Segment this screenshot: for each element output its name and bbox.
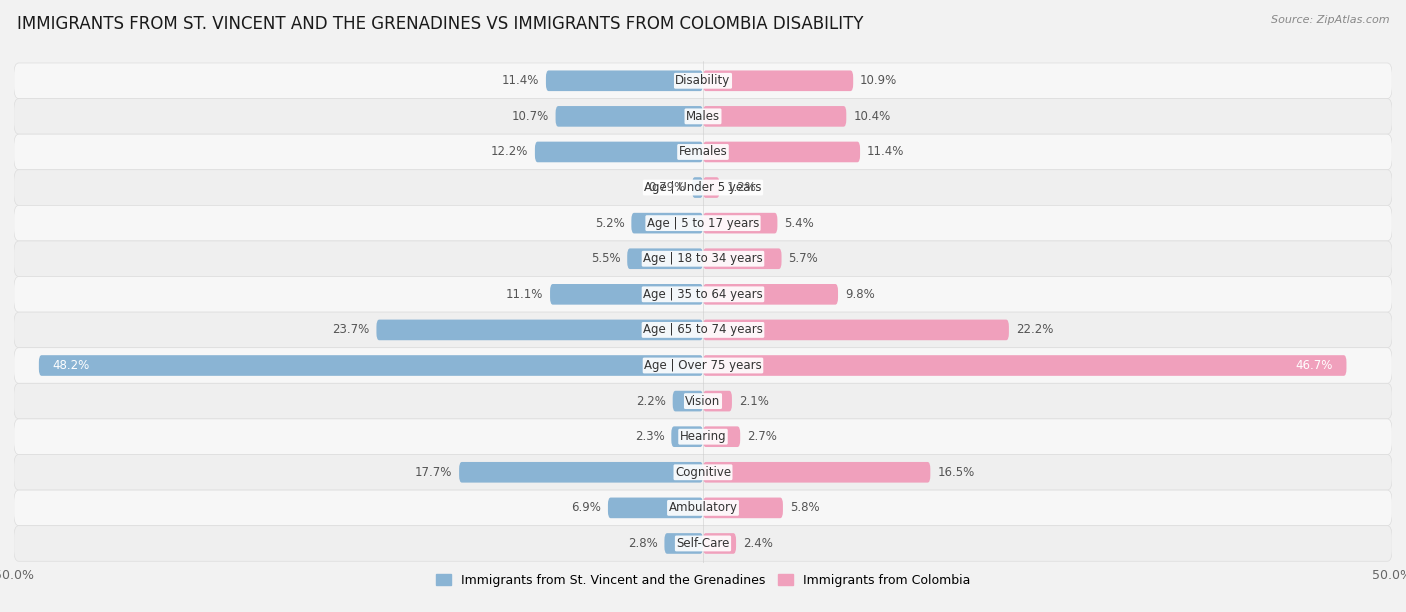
Text: 9.8%: 9.8% <box>845 288 875 301</box>
FancyBboxPatch shape <box>692 177 703 198</box>
FancyBboxPatch shape <box>14 348 1392 383</box>
FancyBboxPatch shape <box>607 498 703 518</box>
Text: 12.2%: 12.2% <box>491 146 529 159</box>
Text: 5.2%: 5.2% <box>595 217 624 230</box>
FancyBboxPatch shape <box>703 106 846 127</box>
Text: 11.4%: 11.4% <box>868 146 904 159</box>
Text: IMMIGRANTS FROM ST. VINCENT AND THE GRENADINES VS IMMIGRANTS FROM COLOMBIA DISAB: IMMIGRANTS FROM ST. VINCENT AND THE GREN… <box>17 15 863 33</box>
FancyBboxPatch shape <box>703 284 838 305</box>
Text: Age | Over 75 years: Age | Over 75 years <box>644 359 762 372</box>
FancyBboxPatch shape <box>550 284 703 305</box>
Text: Source: ZipAtlas.com: Source: ZipAtlas.com <box>1271 15 1389 25</box>
Text: Ambulatory: Ambulatory <box>668 501 738 514</box>
FancyBboxPatch shape <box>39 355 703 376</box>
Text: 16.5%: 16.5% <box>938 466 974 479</box>
Text: 46.7%: 46.7% <box>1295 359 1333 372</box>
Text: Age | 18 to 34 years: Age | 18 to 34 years <box>643 252 763 265</box>
Text: Self-Care: Self-Care <box>676 537 730 550</box>
Text: 2.1%: 2.1% <box>738 395 769 408</box>
FancyBboxPatch shape <box>460 462 703 483</box>
FancyBboxPatch shape <box>14 526 1392 561</box>
FancyBboxPatch shape <box>14 383 1392 419</box>
FancyBboxPatch shape <box>703 248 782 269</box>
FancyBboxPatch shape <box>703 391 733 411</box>
Text: 0.79%: 0.79% <box>648 181 685 194</box>
FancyBboxPatch shape <box>703 319 1010 340</box>
FancyBboxPatch shape <box>703 141 860 162</box>
Legend: Immigrants from St. Vincent and the Grenadines, Immigrants from Colombia: Immigrants from St. Vincent and the Gren… <box>430 569 976 592</box>
FancyBboxPatch shape <box>555 106 703 127</box>
FancyBboxPatch shape <box>377 319 703 340</box>
Text: Age | 5 to 17 years: Age | 5 to 17 years <box>647 217 759 230</box>
FancyBboxPatch shape <box>546 70 703 91</box>
Text: 2.3%: 2.3% <box>634 430 665 443</box>
FancyBboxPatch shape <box>14 312 1392 348</box>
FancyBboxPatch shape <box>14 455 1392 490</box>
FancyBboxPatch shape <box>671 427 703 447</box>
Text: Females: Females <box>679 146 727 159</box>
Text: 1.2%: 1.2% <box>727 181 756 194</box>
FancyBboxPatch shape <box>672 391 703 411</box>
Text: 5.5%: 5.5% <box>591 252 620 265</box>
Text: 6.9%: 6.9% <box>571 501 600 514</box>
FancyBboxPatch shape <box>703 498 783 518</box>
Text: 48.2%: 48.2% <box>52 359 90 372</box>
FancyBboxPatch shape <box>631 213 703 233</box>
Text: Cognitive: Cognitive <box>675 466 731 479</box>
FancyBboxPatch shape <box>14 134 1392 170</box>
FancyBboxPatch shape <box>14 99 1392 134</box>
FancyBboxPatch shape <box>14 63 1392 99</box>
FancyBboxPatch shape <box>703 462 931 483</box>
Text: Age | 35 to 64 years: Age | 35 to 64 years <box>643 288 763 301</box>
Text: 5.7%: 5.7% <box>789 252 818 265</box>
FancyBboxPatch shape <box>14 241 1392 277</box>
Text: 10.9%: 10.9% <box>860 74 897 88</box>
FancyBboxPatch shape <box>703 533 737 554</box>
Text: 10.4%: 10.4% <box>853 110 890 123</box>
FancyBboxPatch shape <box>703 70 853 91</box>
Text: 2.8%: 2.8% <box>628 537 658 550</box>
Text: Hearing: Hearing <box>679 430 727 443</box>
Text: Age | Under 5 years: Age | Under 5 years <box>644 181 762 194</box>
Text: Age | 65 to 74 years: Age | 65 to 74 years <box>643 323 763 337</box>
Text: 23.7%: 23.7% <box>332 323 370 337</box>
FancyBboxPatch shape <box>665 533 703 554</box>
FancyBboxPatch shape <box>14 206 1392 241</box>
FancyBboxPatch shape <box>703 213 778 233</box>
Text: 2.7%: 2.7% <box>747 430 778 443</box>
Text: 17.7%: 17.7% <box>415 466 453 479</box>
Text: 11.4%: 11.4% <box>502 74 538 88</box>
FancyBboxPatch shape <box>14 490 1392 526</box>
Text: Males: Males <box>686 110 720 123</box>
FancyBboxPatch shape <box>14 170 1392 206</box>
Text: Vision: Vision <box>685 395 721 408</box>
Text: 11.1%: 11.1% <box>506 288 543 301</box>
FancyBboxPatch shape <box>534 141 703 162</box>
FancyBboxPatch shape <box>14 277 1392 312</box>
Text: 5.8%: 5.8% <box>790 501 820 514</box>
Text: 22.2%: 22.2% <box>1015 323 1053 337</box>
Text: 2.4%: 2.4% <box>742 537 773 550</box>
FancyBboxPatch shape <box>703 427 740 447</box>
Text: 5.4%: 5.4% <box>785 217 814 230</box>
FancyBboxPatch shape <box>703 177 720 198</box>
FancyBboxPatch shape <box>703 355 1347 376</box>
Text: 10.7%: 10.7% <box>512 110 548 123</box>
Text: Disability: Disability <box>675 74 731 88</box>
Text: 2.2%: 2.2% <box>636 395 666 408</box>
FancyBboxPatch shape <box>627 248 703 269</box>
FancyBboxPatch shape <box>14 419 1392 455</box>
